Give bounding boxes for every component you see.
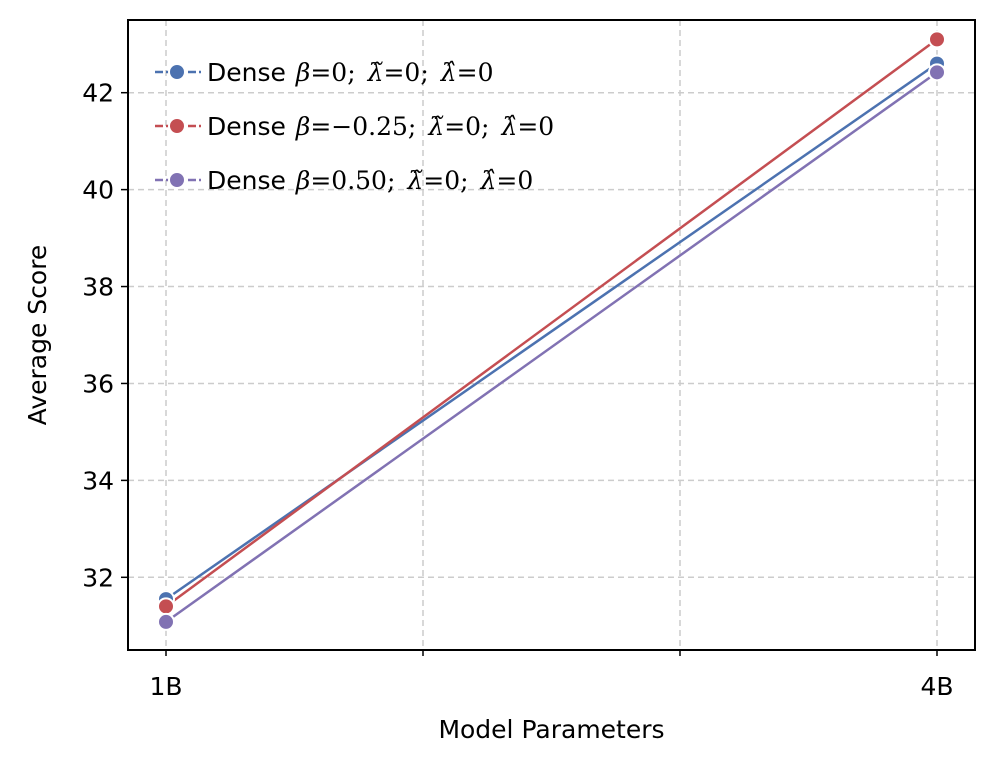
legend-label-1: Dense β=−0.25; λ̃=0; λ̂=0 [207, 112, 554, 141]
legend-entry-1: Dense β=−0.25; λ̃=0; λ̂=0 [155, 112, 554, 141]
legend-lambda-hat-value: =0 [457, 58, 494, 87]
legend-marker-2 [168, 171, 186, 189]
data-point-2-0 [157, 612, 175, 631]
y-axis-label: Average Score [23, 245, 52, 426]
legend-beta-value: =−0.25; [310, 112, 416, 141]
x-tick-label: 4B [920, 672, 953, 701]
legend-beta: β [295, 166, 310, 195]
legend-entry-2: Dense β=0.50; λ̃=0; λ̂=0 [155, 166, 533, 195]
data-point-1-0 [157, 597, 175, 616]
legend-lambda-hat: λ̂ [440, 58, 457, 87]
legend-label-0: Dense β=0; λ̃=0; λ̂=0 [207, 58, 493, 87]
x-axis-label: Model Parameters [438, 715, 664, 744]
legend-prefix: Dense [207, 58, 286, 87]
legend-lambda-tilde: λ̃ [427, 112, 444, 141]
legend-beta-value: =0; [310, 58, 355, 87]
grid-lines [128, 20, 975, 650]
legend-prefix: Dense [207, 166, 286, 195]
legend-beta: β [295, 112, 310, 141]
data-point-2-1 [928, 63, 946, 82]
data-point-1-1 [928, 30, 946, 49]
y-tick-label: 38 [82, 273, 114, 302]
y-tick-label: 40 [82, 176, 114, 205]
y-tick-label: 36 [82, 369, 114, 398]
legend-lambda-hat-value: =0 [496, 166, 533, 195]
y-tick-label: 42 [82, 79, 114, 108]
legend-lambda-tilde-value: =0; [444, 112, 489, 141]
x-tick-label: 1B [149, 672, 182, 701]
legend-entry-0: Dense β=0; λ̃=0; λ̂=0 [155, 58, 493, 87]
series-line-2 [165, 71, 938, 623]
series-layer [157, 30, 946, 631]
series-line-0 [165, 62, 938, 601]
legend-lambda-tilde-value: =0; [383, 58, 428, 87]
y-tick-label: 32 [82, 563, 114, 592]
legend-prefix: Dense [207, 112, 286, 141]
series-line-1 [165, 38, 938, 608]
legend-label-2: Dense β=0.50; λ̃=0; λ̂=0 [207, 166, 533, 195]
legend-marker-1 [168, 117, 186, 135]
y-tick-label: 34 [82, 466, 114, 495]
plot-frame [127, 19, 976, 651]
axis-ticks: 32 34 36 38 40 42 1B 4B [82, 79, 953, 701]
legend-lambda-hat: λ̂ [480, 166, 497, 195]
legend-lambda-hat-value: =0 [517, 112, 554, 141]
legend-beta-value: =0.50; [310, 166, 395, 195]
legend-lambda-hat: λ̂ [500, 112, 517, 141]
legend-beta: β [295, 58, 310, 87]
legend-lambda-tilde: λ̃ [367, 58, 384, 87]
legend-lambda-tilde-value: =0; [423, 166, 468, 195]
legend-marker-0 [168, 63, 186, 81]
legend-lambda-tilde: λ̃ [406, 166, 423, 195]
